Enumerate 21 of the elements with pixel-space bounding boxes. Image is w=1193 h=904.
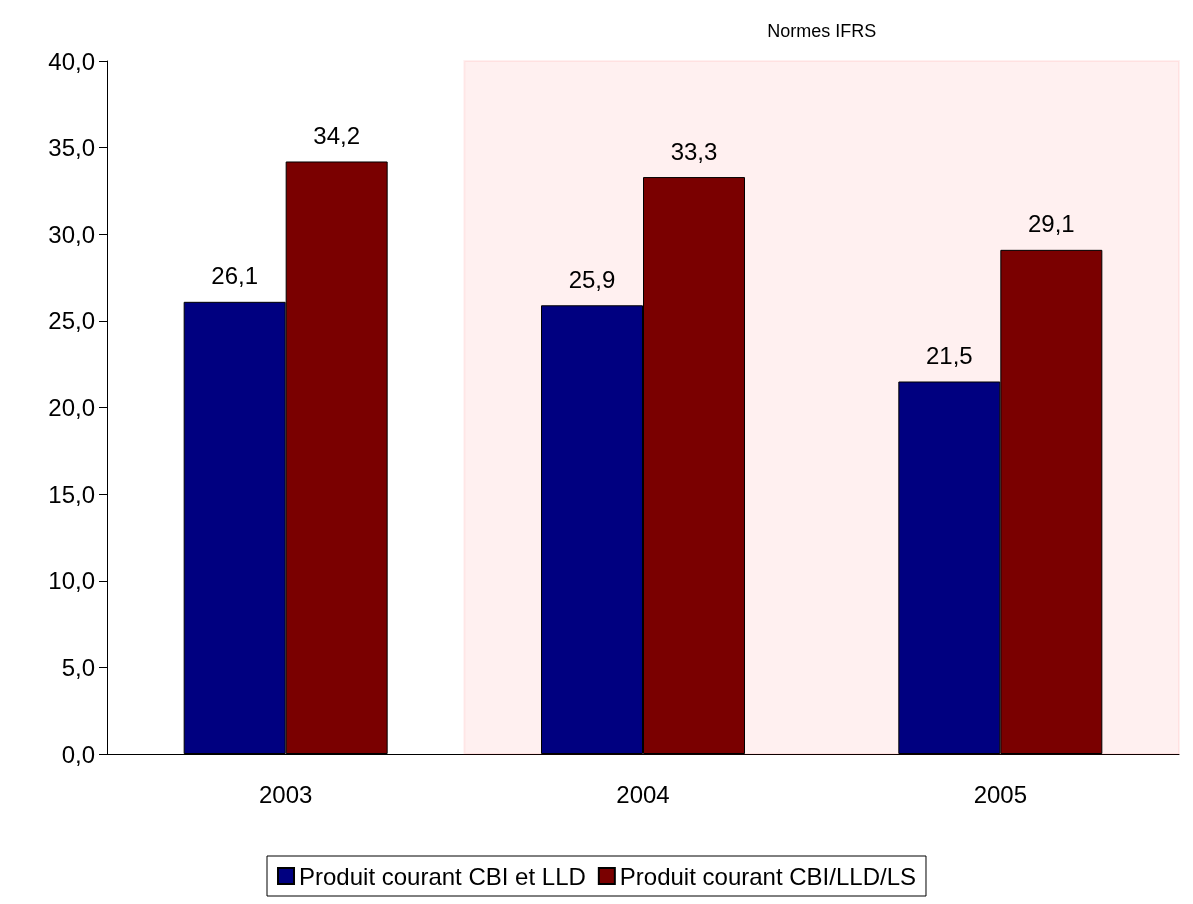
legend-label: Produit courant CBI et LLD <box>299 862 586 890</box>
y-tick-label: 15,0 <box>48 480 95 508</box>
y-tick-label: 30,0 <box>48 220 95 248</box>
data-label: 29,1 <box>1027 210 1075 238</box>
data-label: 25,9 <box>568 265 616 293</box>
legend-label: Produit courant CBI/LLD/LS <box>619 862 916 890</box>
x-tick-label: 2004 <box>616 780 670 808</box>
data-label: 33,3 <box>670 137 718 165</box>
data-label: 21,5 <box>925 342 973 370</box>
x-tick-label: 2005 <box>973 780 1028 808</box>
data-label: 26,1 <box>211 262 259 290</box>
band-label: Normes IFRS <box>767 21 877 41</box>
x-tick-label: 2003 <box>258 780 313 808</box>
y-tick-label: 0,0 <box>61 740 95 768</box>
y-tick-label: 25,0 <box>48 307 95 335</box>
data-label: 34,2 <box>313 121 361 149</box>
y-tick-label: 40,0 <box>48 47 95 75</box>
y-tick-label: 10,0 <box>48 567 95 595</box>
y-tick-label: 20,0 <box>48 394 95 421</box>
y-tick-label: 35,0 <box>48 134 95 162</box>
y-tick-label: 5,0 <box>61 653 95 681</box>
